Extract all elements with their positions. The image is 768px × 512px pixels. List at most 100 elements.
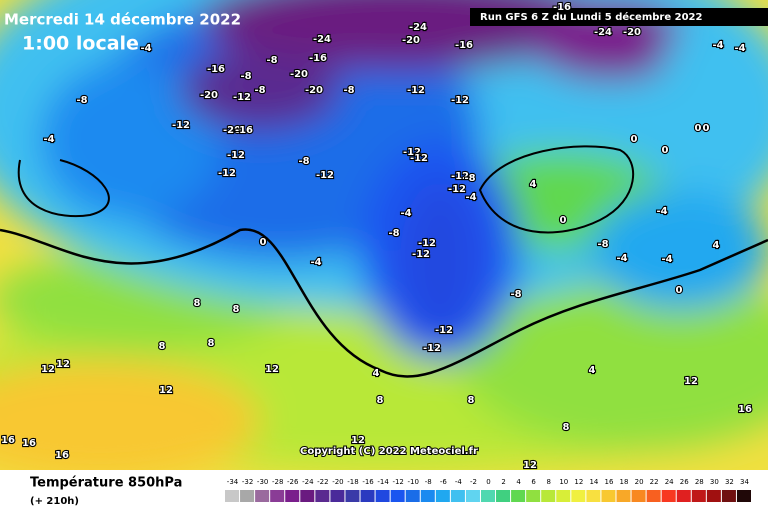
map-date: Mercredi 14 décembre 2022 — [4, 11, 241, 29]
colorbar-tick-label: 0 — [486, 478, 490, 486]
colorbar-tick-label: -6 — [440, 478, 448, 486]
contour-label: 8 — [208, 338, 215, 349]
contour-label: -12 — [407, 85, 425, 96]
contour-label: 8 — [233, 304, 240, 315]
colorbar-cell — [315, 490, 330, 502]
colorbar-tick-label: 10 — [559, 478, 568, 486]
contour-label: -4 — [310, 257, 321, 268]
contour-label: 0 — [662, 145, 669, 156]
contour-label: -4 — [734, 43, 745, 54]
contour-label: 12 — [684, 376, 698, 387]
contour-label: -4 — [400, 208, 411, 219]
colorbar-cell — [480, 490, 496, 502]
colorbar-cell — [330, 490, 345, 502]
contour-label: -4 — [140, 43, 151, 54]
colorbar-tick-label: -20 — [332, 478, 343, 486]
contour-label: 4 — [589, 365, 596, 376]
contour-label: -8 — [510, 289, 521, 300]
colorbar-tick-label: 12 — [574, 478, 583, 486]
contour-label: -12 — [412, 249, 430, 260]
contour-label: -12 — [218, 168, 236, 179]
contour-label: -12 — [172, 120, 190, 131]
contour-label: -8 — [240, 71, 251, 82]
contour-label: -12 — [435, 325, 453, 336]
colorbar: -34 -32 -30 -28 -26 -24 -22 -20 -18 -16 -14 -12 -10-… — [225, 478, 751, 502]
contour-label: -4 — [616, 253, 627, 264]
contour-label: -16 — [455, 40, 473, 51]
colorbar-tick-label: 26 — [680, 478, 689, 486]
contour-label: -20 — [402, 35, 420, 46]
contour-label: 16 — [1, 435, 15, 446]
legend-subtitle: (+ 210h) — [30, 496, 79, 507]
colorbar-tick-label: 24 — [665, 478, 674, 486]
contour-label: -8 — [388, 228, 399, 239]
contour-label: 4 — [530, 179, 537, 190]
colorbar-tick-label: -28 — [272, 478, 283, 486]
contour-label: 0 — [560, 215, 567, 226]
colorbar-tick-label: 16 — [604, 478, 613, 486]
contour-label: 12 — [56, 359, 70, 370]
contour-label: 12 — [265, 364, 279, 375]
contour-label: -4 — [656, 206, 667, 217]
contour-label: 0 — [631, 134, 638, 145]
contour-label: -20 — [200, 90, 218, 101]
contour-label: -12 — [316, 170, 334, 181]
contour-label: 16 — [22, 438, 36, 449]
contour-label: 0 — [695, 123, 702, 134]
colorbar-cell — [526, 490, 541, 502]
colorbar-cell — [616, 490, 631, 502]
colorbar-cell — [255, 490, 270, 502]
contour-label: 8 — [377, 395, 384, 406]
colorbar-cell — [465, 490, 480, 502]
colorbar-tick-label: -14 — [377, 478, 389, 486]
contour-label: -20 — [305, 85, 323, 96]
contour-label: 8 — [194, 298, 201, 309]
colorbar-tick-label: 14 — [589, 478, 598, 486]
colorbar-cell — [270, 490, 285, 502]
colorbar-tick-label: 4 — [516, 478, 521, 486]
colorbar-cell — [360, 490, 375, 502]
contour-label: 8 — [563, 422, 570, 433]
colorbar-cell — [721, 490, 736, 502]
contour-label: -16 — [553, 2, 571, 13]
colorbar-cell — [556, 490, 571, 502]
colorbar-tick-label: -32 — [242, 478, 253, 486]
colorbar-cell — [691, 490, 706, 502]
colorbar-cell — [571, 490, 586, 502]
contour-label: -8 — [343, 85, 354, 96]
contour-label: 16 — [55, 450, 69, 461]
colorbar-tick-label: -30 — [257, 478, 268, 486]
contour-label: -24 — [409, 22, 427, 33]
contour-label: -4 — [712, 40, 723, 51]
contour-label: 12 — [159, 385, 173, 396]
colorbar-cell — [420, 490, 435, 502]
colorbar-tick-label: 28 — [695, 478, 704, 486]
contour-label: -8 — [464, 173, 475, 184]
colorbar-tick-label: -10 — [407, 478, 418, 486]
colorbar-cell — [661, 490, 676, 502]
colorbar-tick-label: 30 — [710, 478, 719, 486]
contour-label: 0 — [676, 285, 683, 296]
colorbar-cell — [736, 490, 751, 502]
temperature-field — [0, 0, 768, 470]
colorbar-cell — [676, 490, 691, 502]
colorbar-cell — [390, 490, 405, 502]
colorbar-tick-label: -22 — [317, 478, 328, 486]
contour-label: 12 — [523, 460, 537, 471]
colorbar-cell — [511, 490, 526, 502]
contour-label: 16 — [738, 404, 752, 415]
contour-label: 4 — [713, 240, 720, 251]
colorbar-cell — [240, 490, 255, 502]
colorbar-cell — [435, 490, 450, 502]
colorbar-tick-label: -16 — [362, 478, 374, 486]
colorbar-cell — [631, 490, 646, 502]
colorbar-tick-label: 8 — [546, 478, 550, 486]
colorbar-cell — [706, 490, 721, 502]
contour-label: -16 — [207, 64, 225, 75]
run-box — [470, 8, 768, 26]
colorbar-tick-label: -34 — [227, 478, 239, 486]
colorbar-tick-label: 2 — [501, 478, 505, 486]
colorbar-cell — [601, 490, 616, 502]
colorbar-tick-label: -24 — [302, 478, 314, 486]
